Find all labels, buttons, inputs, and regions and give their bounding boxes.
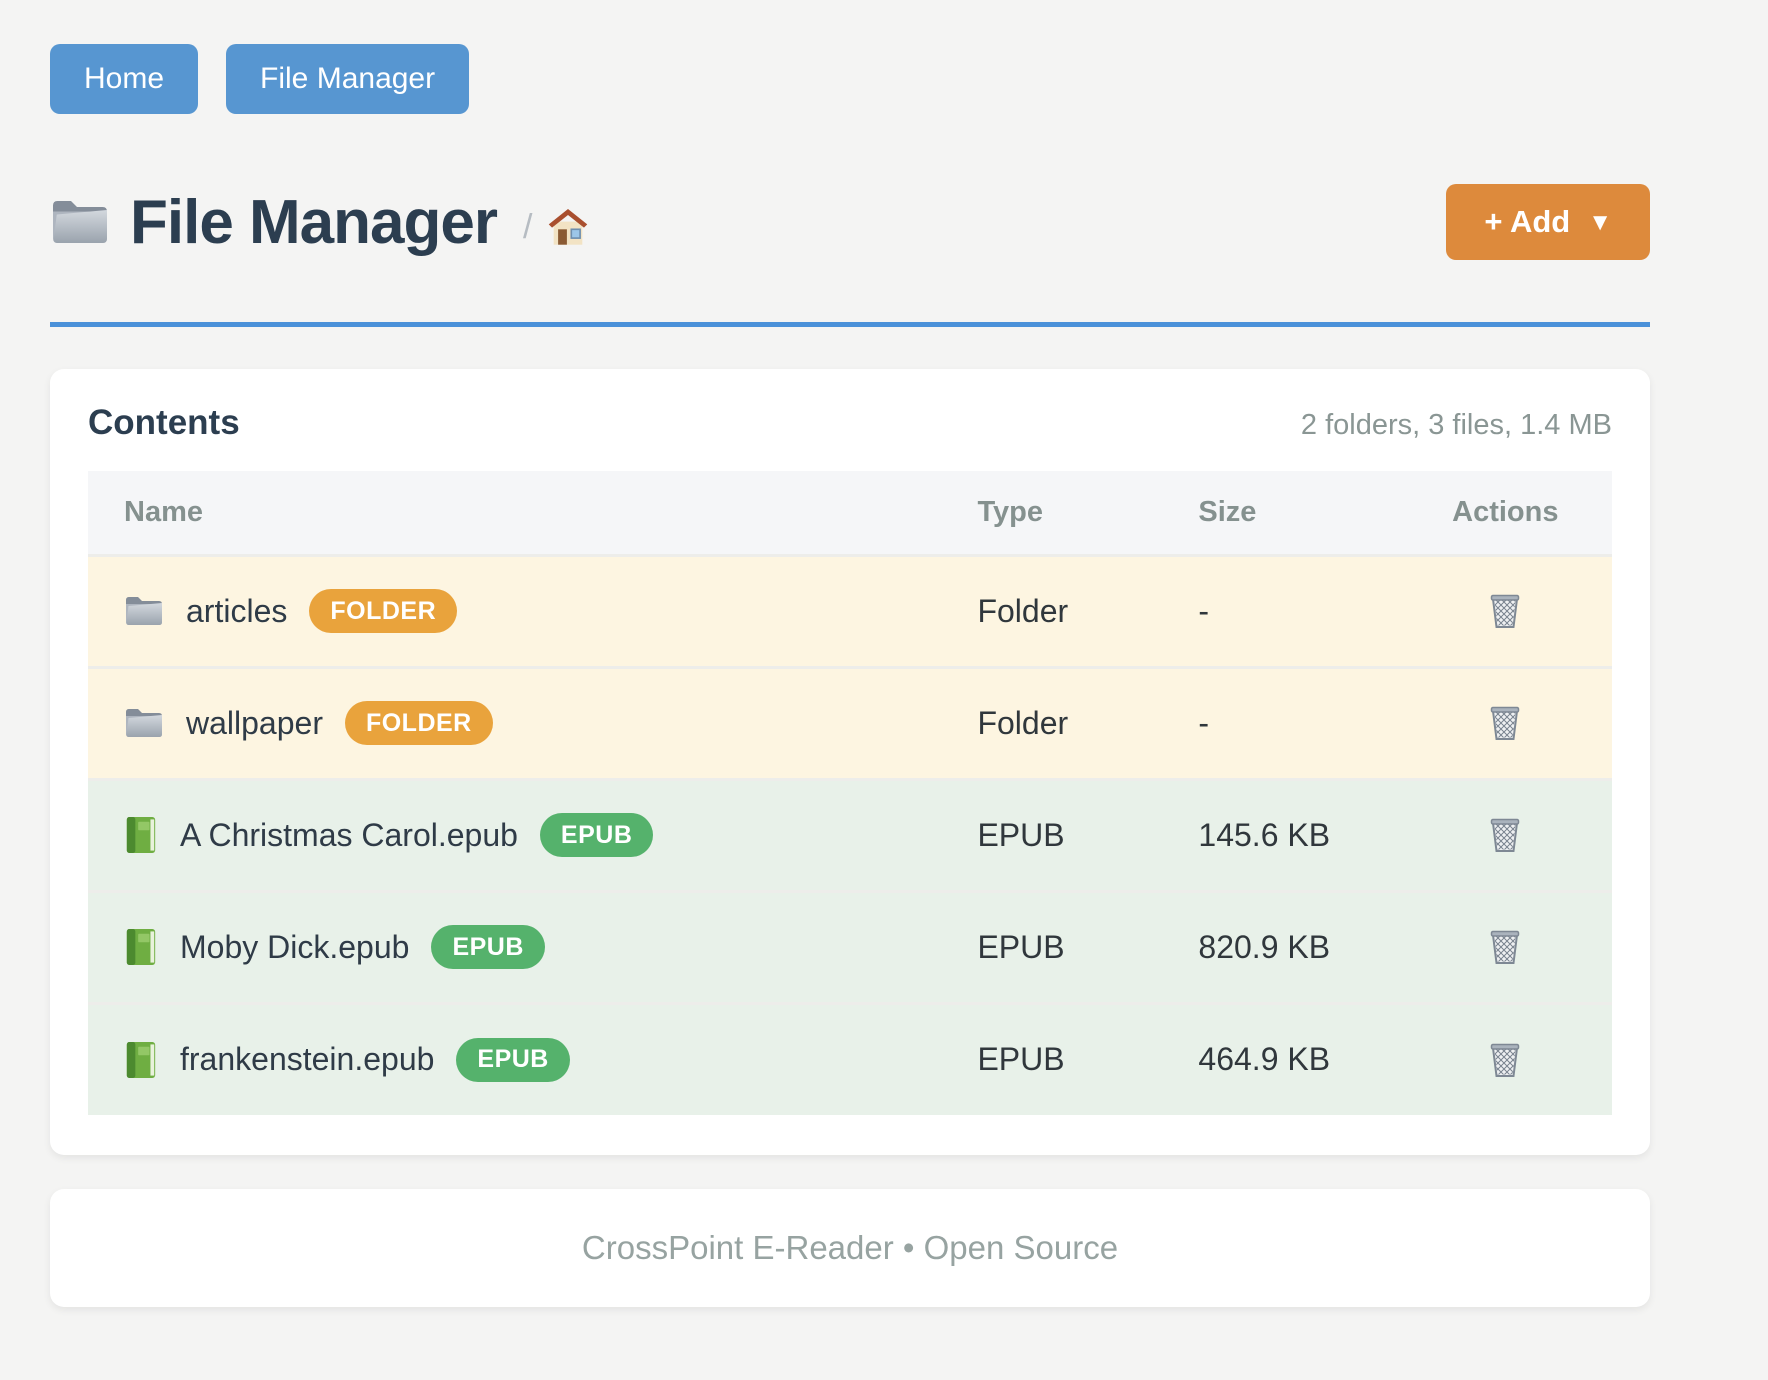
type-badge: EPUB [456, 1037, 570, 1082]
type-badge: FOLDER [344, 701, 493, 745]
title-wrap: File Manager / [50, 187, 590, 258]
file-name-link[interactable]: Moby Dick.epub [180, 928, 410, 965]
folder-icon [124, 594, 164, 628]
file-name-link[interactable]: frankenstein.epub [180, 1041, 435, 1078]
file-name-link[interactable]: wallpaper [186, 704, 323, 741]
table-row: A Christmas Carol.epub EPUB EPUB 145.6 K… [88, 779, 1612, 891]
trash-icon [1483, 923, 1527, 967]
nav-file-manager-button[interactable]: File Manager [226, 44, 470, 114]
book-icon [124, 927, 158, 967]
page-container: Home File Manager File Manager / + Add ▼… [50, 0, 1650, 1307]
delete-button[interactable] [1479, 919, 1531, 971]
home-icon[interactable] [546, 204, 590, 248]
type-cell: Folder [977, 592, 1069, 629]
header-divider [50, 322, 1650, 327]
table-row: frankenstein.epub EPUB EPUB 464.9 KB [88, 1003, 1612, 1115]
footer-card: CrossPoint E-Reader • Open Source [50, 1189, 1650, 1307]
delete-button[interactable] [1479, 583, 1531, 635]
type-badge: EPUB [431, 925, 545, 969]
footer-text: CrossPoint E-Reader • Open Source [581, 1229, 1119, 1266]
size-cell: 145.6 KB [1198, 816, 1331, 853]
trash-icon [1483, 811, 1527, 855]
table-row: Moby Dick.epub EPUB EPUB 820.9 KB [88, 891, 1612, 1003]
type-badge: EPUB [539, 813, 654, 857]
column-header-name: Name [88, 471, 942, 555]
delete-button[interactable] [1479, 1032, 1531, 1084]
column-header-size: Size [1162, 471, 1399, 555]
type-cell: EPUB [977, 1041, 1065, 1078]
type-cell: EPUB [977, 928, 1065, 965]
table-row: articles FOLDER Folder - [88, 555, 1612, 667]
file-name-link[interactable]: A Christmas Carol.epub [180, 816, 518, 853]
contents-card-header: Contents 2 folders, 3 files, 1.4 MB [88, 403, 1612, 443]
add-button-label: + Add [1484, 204, 1571, 239]
contents-title: Contents [88, 403, 240, 442]
size-cell: - [1198, 704, 1210, 741]
add-button[interactable]: + Add ▼ [1446, 184, 1650, 260]
book-icon [124, 815, 158, 855]
delete-button[interactable] [1479, 695, 1531, 747]
folder-icon [124, 706, 164, 740]
size-cell: - [1198, 592, 1210, 629]
nav-home-button[interactable]: Home [50, 44, 199, 114]
column-header-actions: Actions [1398, 471, 1612, 555]
column-header-type: Type [941, 471, 1163, 555]
table-row: wallpaper FOLDER Folder - [88, 667, 1612, 779]
trash-icon [1483, 699, 1527, 743]
file-table: Name Type Size Actions articles FOLDER [88, 471, 1612, 1115]
trash-icon [1483, 1036, 1527, 1080]
folder-icon [50, 196, 110, 248]
table-header-row: Name Type Size Actions [88, 471, 1612, 555]
book-icon [124, 1040, 158, 1080]
page-header: File Manager / + Add ▼ [50, 184, 1650, 260]
size-cell: 820.9 KB [1198, 928, 1331, 965]
type-cell: Folder [977, 704, 1069, 741]
file-name-link[interactable]: articles [186, 592, 288, 629]
breadcrumb-separator: / [523, 207, 533, 246]
delete-button[interactable] [1479, 807, 1531, 859]
contents-card: Contents 2 folders, 3 files, 1.4 MB Name… [50, 369, 1650, 1155]
trash-icon [1483, 587, 1527, 631]
caret-down-icon: ▼ [1588, 209, 1612, 236]
size-cell: 464.9 KB [1198, 1041, 1331, 1078]
page-title: File Manager [130, 187, 498, 257]
top-nav: Home File Manager [50, 0, 1650, 114]
type-badge: FOLDER [309, 589, 458, 633]
type-cell: EPUB [977, 816, 1065, 853]
contents-summary: 2 folders, 3 files, 1.4 MB [1300, 409, 1612, 441]
